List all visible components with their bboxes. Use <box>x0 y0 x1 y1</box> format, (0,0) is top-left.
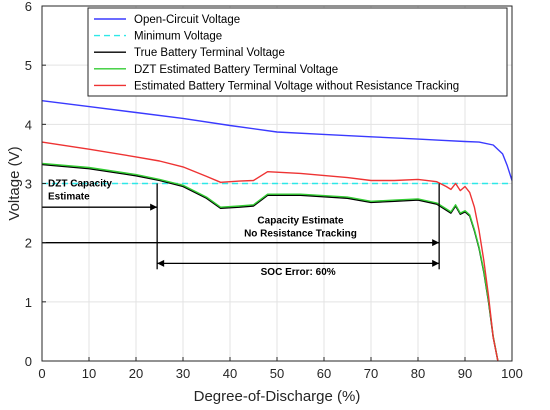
legend-box <box>87 7 508 97</box>
arrow-head-right-0 <box>150 203 158 211</box>
x-tick-label: 70 <box>364 366 378 381</box>
x-tick-label: 10 <box>82 366 96 381</box>
x-tick-label: 30 <box>176 366 190 381</box>
arrow-head-right-1 <box>432 239 440 247</box>
y-ticks: 0 1 2 3 4 5 6 <box>25 0 46 369</box>
y-tick-label: 1 <box>25 295 32 310</box>
legend-label-4: Estimated Battery Terminal Voltage witho… <box>134 80 459 92</box>
annotation-label: No Resistance Tracking <box>244 229 357 240</box>
y-tick-label: 3 <box>25 177 32 192</box>
series-lines <box>41 100 513 362</box>
annotations: DZT Capacity Estimate Capacity Estimate No … <box>42 178 440 278</box>
x-tick-label: 100 <box>501 366 523 381</box>
annotation-label: SOC Error: 60% <box>261 267 336 278</box>
y-tick-label: 2 <box>25 236 32 251</box>
x-tick-label: 40 <box>223 366 237 381</box>
annotation-label: Capacity Estimate <box>257 216 344 227</box>
x-ticks: 0 10 20 30 40 50 60 70 80 90 100 <box>38 357 523 381</box>
y-tick-label: 5 <box>25 58 32 73</box>
legend-label-3: DZT Estimated Battery Terminal Voltage <box>134 64 338 76</box>
x-axis-title: Degree-of-Discharge (%) <box>194 388 361 405</box>
x-tick-label: 60 <box>317 366 331 381</box>
x-tick-label: 0 <box>38 366 45 381</box>
x-tick-label: 90 <box>458 366 472 381</box>
x-tick-label: 20 <box>129 366 143 381</box>
legend-label-2: True Battery Terminal Voltage <box>134 47 285 59</box>
annotation-label: Estimate <box>48 191 90 202</box>
series-line-3 <box>41 162 499 362</box>
series-line-4 <box>41 141 499 362</box>
arrow-head-left-2 <box>157 259 165 267</box>
y-tick-label: 0 <box>25 354 32 369</box>
y-axis-title: Voltage (V) <box>6 146 23 220</box>
legend-label-0: Open-Circuit Voltage <box>134 14 240 26</box>
series-line-0 <box>41 100 513 181</box>
x-tick-label: 50 <box>270 366 284 381</box>
annotation-label: DZT Capacity <box>48 178 112 189</box>
legend: Open-Circuit Voltage Minimum Voltage True … <box>87 7 508 97</box>
y-tick-label: 6 <box>25 0 32 14</box>
x-tick-label: 80 <box>411 366 425 381</box>
y-tick-label: 4 <box>25 117 32 132</box>
arrow-head-right-2 <box>432 259 440 267</box>
legend-label-1: Minimum Voltage <box>134 31 222 43</box>
